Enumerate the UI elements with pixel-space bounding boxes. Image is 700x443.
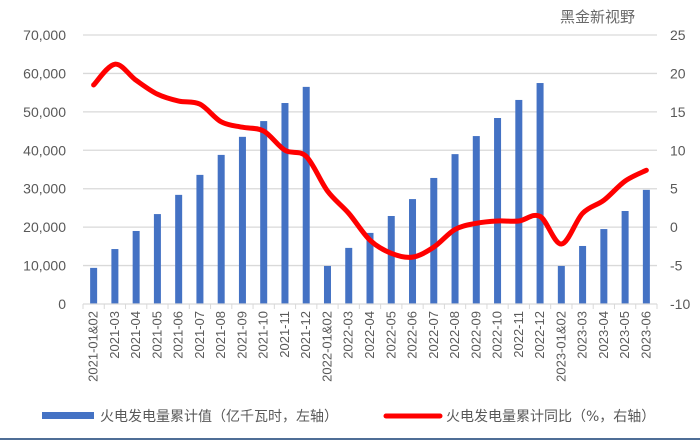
x-tick-label: 2021-06 — [171, 311, 186, 359]
x-tick-label: 2022-12 — [532, 311, 547, 359]
bar — [642, 189, 650, 304]
x-tick-label: 2022-01&02 — [319, 311, 334, 382]
left-tick-label: 20,000 — [23, 219, 66, 235]
x-tick-label: 2023-01&02 — [553, 311, 568, 382]
x-tick-label: 2023-05 — [617, 311, 632, 359]
bar — [621, 211, 629, 304]
bar — [579, 245, 587, 304]
x-tick-label: 2022-04 — [362, 311, 377, 359]
x-tick-label: 2021-09 — [234, 311, 249, 359]
right-tick-label: 10 — [670, 142, 686, 158]
bar — [472, 136, 480, 304]
x-tick-label: 2021-12 — [298, 311, 313, 359]
bar-series — [90, 83, 650, 305]
right-tick-label: 0 — [670, 219, 678, 235]
x-tick-label: 2023-03 — [575, 311, 590, 359]
x-tick-label: 2022-08 — [447, 311, 462, 359]
x-tick-label: 2021-03 — [107, 311, 122, 359]
left-tick-label: 50,000 — [23, 104, 66, 120]
x-tick-label: 2022-09 — [468, 311, 483, 359]
watermark: 黑金新视野 — [560, 8, 635, 26]
bar — [217, 154, 225, 304]
bar — [409, 199, 417, 304]
bar — [238, 136, 246, 304]
legend-bar-label: 火电发电量累计值（亿千瓦时，左轴） — [100, 409, 338, 425]
x-tick-label: 2021-01&02 — [86, 311, 101, 382]
left-tick-label: 70,000 — [23, 27, 66, 43]
bar — [536, 83, 544, 305]
right-tick-label: 20 — [670, 65, 686, 81]
bar — [345, 247, 353, 304]
yoy-line — [91, 61, 649, 260]
x-tick-label: 2022-11 — [511, 311, 526, 358]
x-tick-label: 2022-07 — [426, 311, 441, 359]
bar — [281, 103, 289, 304]
bar — [175, 194, 183, 304]
bar — [557, 265, 565, 304]
x-tick-label: 2022-06 — [405, 311, 420, 359]
bar — [111, 249, 119, 304]
bar — [132, 230, 140, 304]
x-tick-label: 2021-07 — [192, 311, 207, 359]
right-axis: -10 -5 0 5 10 15 20 25 — [670, 27, 690, 312]
left-tick-label: 0 — [58, 296, 66, 312]
bar — [196, 174, 204, 304]
right-tick-label: -5 — [670, 258, 683, 274]
x-tick-label: 2022-10 — [490, 311, 505, 359]
bar — [90, 267, 98, 304]
right-tick-label: 15 — [670, 104, 686, 120]
bar — [302, 86, 310, 304]
bar — [366, 232, 374, 304]
left-tick-label: 40,000 — [23, 142, 66, 158]
line-series — [91, 61, 649, 260]
legend: 火电发电量累计值（亿千瓦时，左轴） 火电发电量累计同比（%，右轴） — [42, 409, 655, 425]
left-tick-label: 30,000 — [23, 181, 66, 197]
right-tick-label: 25 — [670, 27, 686, 43]
x-tick-label: 2021-11 — [277, 311, 292, 358]
bar — [387, 215, 395, 304]
x-tick-label: 2023-04 — [596, 311, 611, 359]
right-tick-label: 5 — [670, 181, 678, 197]
x-axis: 2021-01&02 2021-03 2021-04 2021-05 2021-06 20… — [82, 303, 658, 382]
bar — [515, 99, 523, 305]
left-axis: 0 10,000 20,000 30,000 40,000 50,000 60,000 70,… — [23, 27, 66, 312]
x-tick-label: 2023-06 — [638, 311, 653, 359]
legend-line-label: 火电发电量累计同比（%，右轴） — [446, 409, 655, 425]
right-tick-label: -10 — [670, 296, 690, 312]
x-tick-label: 2021-04 — [128, 311, 143, 359]
left-tick-label: 60,000 — [23, 65, 66, 81]
x-tick-label: 2021-08 — [213, 311, 228, 359]
bar — [153, 214, 161, 304]
x-tick-label: 2021-10 — [256, 311, 271, 359]
bar — [430, 177, 438, 304]
legend-bar-swatch — [42, 412, 94, 419]
bar — [600, 229, 608, 304]
left-tick-label: 10,000 — [23, 258, 66, 274]
bar — [494, 118, 502, 305]
bar — [260, 121, 268, 304]
x-tick-label: 2022-05 — [383, 311, 398, 359]
x-tick-label: 2021-05 — [149, 311, 164, 359]
bar — [323, 265, 331, 304]
x-tick-label: 2022-03 — [341, 311, 356, 359]
